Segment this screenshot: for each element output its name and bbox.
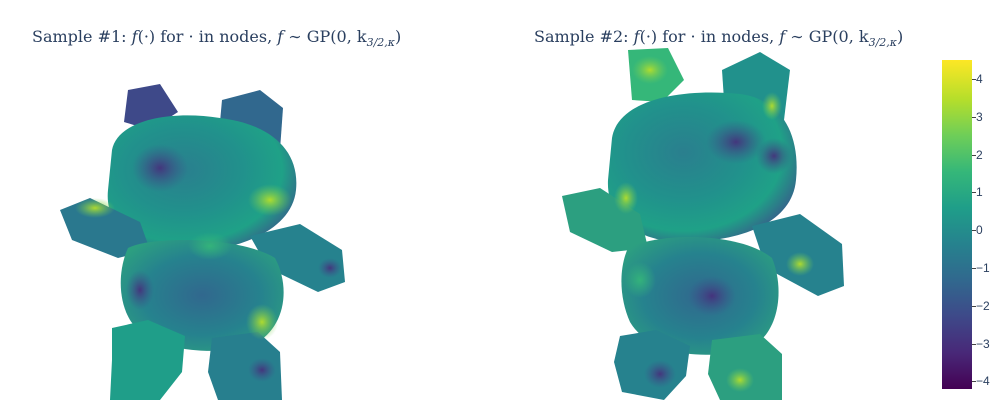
colorbar-tick-mark [972,192,976,194]
colorbar-tick-mark [972,381,976,383]
colorbar-tick-mark [972,154,976,156]
colorbar-tick-label: 1 [976,185,983,200]
colorbar-tick-mark [972,343,976,345]
colorbar [942,60,972,389]
colorbar-tick-mark [972,230,976,232]
colorbar-tick-mark [972,116,976,118]
colorbar-tick-label: 2 [976,147,983,162]
title-prefix: Sample #1: [32,27,132,46]
colorbar-tick-label: −3 [976,336,990,351]
bear-mesh-sample-2 [562,48,844,400]
colorbar-tick-label: −1 [976,260,990,275]
title-close: ) [897,27,904,46]
title-sub: 3/2,κ [366,36,396,50]
title-body: for · in nodes, [155,27,278,46]
colorbar-tick-mark [972,78,976,80]
chart-title-sample-1: Sample #1: f(·) for · in nodes, f ∼ GP(0… [32,27,402,50]
colorbar-tick-label: −4 [976,374,990,389]
colorbar-tick-label: 3 [976,109,983,124]
colorbar-tick-label: 4 [976,71,983,86]
chart-title-sample-2: Sample #2: f(·) for · in nodes, f ∼ GP(0… [534,27,904,50]
title-close: ) [395,27,402,46]
title-dist: ∼ GP(0, k [785,27,869,46]
title-sub: 3/2,κ [868,36,898,50]
colorbar-tick-label: 0 [976,223,983,238]
title-body: for · in nodes, [657,27,780,46]
title-prefix: Sample #2: [534,27,634,46]
colorbar-tick-mark [972,305,976,307]
bear-mesh-sample-1 [60,84,345,400]
colorbar-tick-label: −2 [976,298,990,313]
title-dist: ∼ GP(0, k [283,27,367,46]
colorbar-tick-mark [972,267,976,269]
